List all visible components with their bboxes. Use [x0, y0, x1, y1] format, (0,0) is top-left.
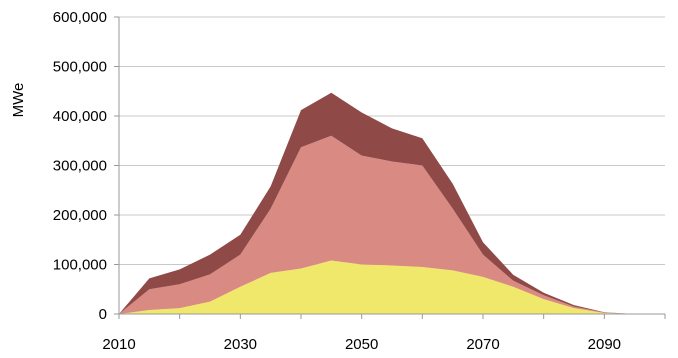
y-tick-label-5: 500,000	[53, 59, 107, 76]
y-tick-label-2: 200,000	[53, 207, 107, 224]
y-tick-label-1: 100,000	[53, 257, 107, 274]
y-tick-label-0: 0	[99, 306, 107, 323]
area-series	[119, 92, 665, 314]
x-tick-label-2090: 2090	[588, 336, 621, 353]
x-tick-label-2050: 2050	[345, 336, 378, 353]
area-series-3	[119, 92, 665, 314]
y-axis-title: MWe	[10, 83, 27, 118]
area-series-1	[119, 260, 665, 314]
y-tick-label-3: 300,000	[53, 158, 107, 175]
x-tick-label-2030: 2030	[224, 336, 257, 353]
y-tick-label-4: 400,000	[53, 108, 107, 125]
x-axis-tick-labels: 2010 2030 2050 2070 2090	[102, 336, 621, 353]
axes	[114, 16, 666, 319]
y-axis-tick-labels: 0 100,000 200,000 300,000 400,000 500,000 600,…	[53, 9, 107, 323]
y-tick-label-6: 600,000	[53, 9, 107, 26]
x-tick-label-2010: 2010	[102, 336, 135, 353]
x-tick-label-2070: 2070	[466, 336, 499, 353]
area-series-2	[119, 135, 665, 314]
